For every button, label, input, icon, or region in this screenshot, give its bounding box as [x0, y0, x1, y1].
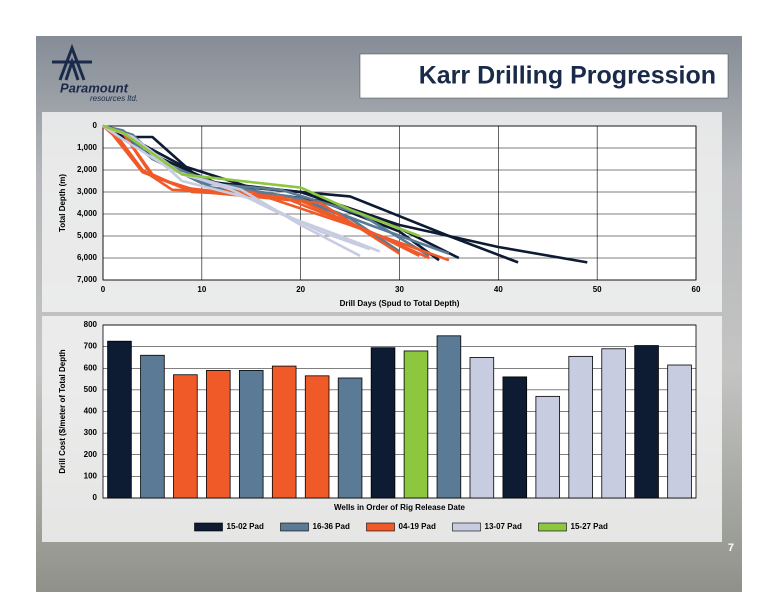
legend-label: 04-19 Pad: [399, 522, 436, 531]
y-tick-label: 2,000: [77, 165, 98, 174]
legend-swatch: [452, 522, 481, 532]
title-box: [359, 53, 729, 99]
y-tick-label: 800: [84, 320, 98, 329]
y-tick-label: 200: [84, 450, 98, 459]
bar: [271, 365, 297, 499]
legend-swatch: [280, 522, 309, 532]
y-tick-label: 3,000: [77, 187, 98, 196]
bar: [337, 377, 363, 499]
bar: [304, 375, 330, 499]
bar: [634, 345, 659, 499]
logo: Paramount resources ltd.: [52, 43, 138, 103]
logo-subtitle: resources ltd.: [90, 94, 138, 103]
y-tick-label: 700: [84, 342, 98, 351]
y-axis-title: Total Depth (m): [58, 174, 67, 232]
y-tick-label: 5,000: [77, 231, 98, 240]
bar: [667, 364, 692, 499]
bar: [370, 347, 396, 499]
bar: [601, 348, 626, 499]
bar: [173, 374, 198, 499]
bar: [568, 355, 593, 499]
x-tick-label: 0: [101, 285, 106, 294]
legend-swatch: [538, 522, 567, 532]
x-tick-label: 40: [494, 285, 503, 294]
logo-mark: [52, 43, 92, 81]
bar: [436, 335, 462, 499]
legend-swatch: [194, 522, 223, 532]
y-tick-label: 7,000: [77, 275, 98, 284]
x-tick-label: 60: [692, 285, 701, 294]
x-axis-title: Wells in Order of Rig Release Date: [334, 503, 466, 512]
bar: [502, 376, 528, 499]
bar: [238, 370, 264, 499]
x-tick-label: 30: [395, 285, 404, 294]
y-tick-label: 4,000: [77, 209, 98, 218]
y-tick-label: 300: [84, 428, 98, 437]
well-line: [102, 124, 381, 253]
bar: [469, 357, 495, 499]
well-line: [102, 125, 420, 257]
logo-name: Paramount: [60, 80, 129, 95]
legend-swatch: [366, 522, 395, 532]
page-number: 7: [728, 542, 734, 554]
legend-label: 15-27 Pad: [571, 522, 608, 531]
bar: [140, 354, 165, 499]
x-tick-label: 50: [593, 285, 602, 294]
y-tick-label: 6,000: [77, 253, 98, 262]
y-tick-label: 500: [84, 385, 98, 394]
bar: [535, 395, 561, 499]
bar: [403, 350, 429, 499]
legend-label: 15-02 Pad: [227, 522, 264, 531]
y-tick-label: 0: [93, 493, 98, 502]
well-line: [102, 124, 420, 238]
x-axis-title: Drill Days (Spud to Total Depth): [340, 299, 460, 308]
y-tick-label: 400: [84, 407, 98, 416]
y-axis-title: Drill Cost ($/meter of Total Depth: [58, 349, 67, 473]
y-tick-label: 600: [84, 363, 98, 372]
legend-label: 16-36 Pad: [313, 522, 350, 531]
y-tick-label: 0: [93, 121, 98, 130]
x-tick-label: 20: [296, 285, 305, 294]
x-tick-label: 10: [197, 285, 206, 294]
y-tick-label: 100: [84, 471, 98, 480]
bar: [107, 340, 132, 499]
y-tick-label: 1,000: [77, 143, 98, 152]
slide-title: Karr Drilling Progression: [419, 62, 716, 90]
bar: [206, 370, 231, 499]
legend-label: 13-07 Pad: [485, 522, 522, 531]
